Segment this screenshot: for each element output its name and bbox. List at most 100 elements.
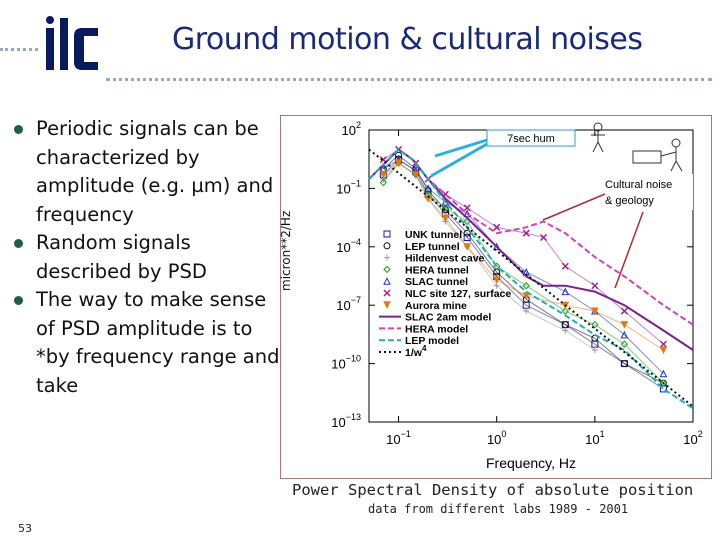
legend-label: HERA model bbox=[405, 323, 468, 335]
data-point bbox=[441, 214, 450, 223]
data-point bbox=[395, 151, 403, 159]
annotation-cultural-noise-text: Cultural noise bbox=[605, 179, 672, 191]
y-tick-label: 10−10 bbox=[331, 354, 361, 372]
worker-icon bbox=[591, 122, 605, 153]
data-point bbox=[522, 292, 531, 301]
data-point bbox=[463, 204, 471, 212]
annotation-arrow bbox=[434, 138, 488, 158]
legend-label: LEP tunnel bbox=[405, 241, 460, 253]
x-axis-label: Frequency, Hz bbox=[486, 455, 576, 471]
bullet-text: Random signals described by PSD bbox=[36, 231, 207, 283]
annotation-arrow bbox=[614, 211, 644, 289]
data-point bbox=[561, 262, 569, 270]
figure-subcaption: data from different labs 1989 - 2001 bbox=[368, 502, 629, 516]
data-point bbox=[492, 276, 501, 284]
data-point bbox=[659, 340, 667, 348]
series-9 bbox=[368, 148, 694, 410]
data-point bbox=[591, 346, 598, 353]
data-point bbox=[591, 320, 599, 329]
legend-label: NLC site 127, surface bbox=[405, 288, 511, 300]
bullet-item: The way to make sense of PSD amplitude i… bbox=[12, 286, 282, 400]
data-point bbox=[379, 171, 388, 179]
series-line bbox=[383, 159, 664, 375]
data-point bbox=[383, 230, 391, 238]
bullet-text: Periodic signals can be characterized by… bbox=[36, 117, 274, 226]
series-10 bbox=[368, 148, 694, 408]
data-point bbox=[522, 282, 530, 290]
x-tick-label: 100 bbox=[487, 429, 506, 447]
annotation-arrow bbox=[430, 142, 488, 178]
legend-label: HERA tunnel bbox=[405, 264, 469, 276]
data-point bbox=[620, 340, 629, 348]
psd-plot: micron**2/Hz 10−1 100 101 102 102 10−1 10−4 10−… bbox=[279, 115, 712, 479]
data-point bbox=[383, 277, 391, 285]
data-point bbox=[384, 254, 390, 261]
data-point bbox=[659, 369, 668, 378]
series-line bbox=[382, 154, 664, 384]
data-point bbox=[379, 178, 388, 187]
y-tick-label: 10−7 bbox=[336, 295, 361, 313]
bullet-dot-icon bbox=[14, 296, 23, 305]
annotation-cultural-noise-text: & geology bbox=[605, 195, 654, 207]
data-point bbox=[424, 184, 432, 192]
bullet-list: Periodic signals can be characterized by… bbox=[12, 115, 282, 400]
y-axis-label: micron**2/Hz bbox=[279, 210, 293, 291]
annotation-cultural-noise: Cultural noise & geology bbox=[542, 174, 693, 289]
data-point bbox=[383, 289, 391, 297]
data-point bbox=[620, 321, 629, 329]
data-point bbox=[591, 282, 599, 290]
data-point bbox=[591, 307, 599, 316]
y-tick-label: 10−13 bbox=[331, 412, 361, 430]
legend-label: 1/w4 bbox=[405, 344, 427, 359]
data-point bbox=[522, 229, 530, 237]
data-point bbox=[620, 307, 628, 315]
data-point bbox=[620, 360, 628, 368]
data-point bbox=[539, 233, 548, 242]
bullet-dot-icon bbox=[14, 239, 23, 248]
page-number: 53 bbox=[18, 522, 32, 535]
data-point bbox=[561, 307, 570, 315]
data-point bbox=[441, 197, 450, 206]
data-point bbox=[383, 242, 391, 250]
data-point bbox=[412, 171, 420, 179]
legend-label: Hildenvest cave bbox=[405, 253, 485, 265]
ilc-logo bbox=[38, 14, 106, 76]
bullet-dot-icon bbox=[14, 125, 23, 134]
header-dotted-line-left bbox=[0, 48, 38, 51]
data-point bbox=[561, 287, 570, 296]
legend-label: SLAC tunnel bbox=[405, 276, 468, 288]
legend-label: SLAC 2am model bbox=[405, 312, 491, 324]
x-tick-label: 102 bbox=[683, 429, 702, 447]
y-tick-label: 102 bbox=[342, 120, 361, 138]
data-point bbox=[383, 301, 391, 309]
y-tick-label: 10−4 bbox=[336, 237, 361, 255]
legend-label: UNK tunnel bbox=[405, 229, 462, 241]
data-point bbox=[523, 308, 530, 315]
series-6 bbox=[379, 159, 668, 355]
header-dotted-line-right bbox=[106, 78, 712, 81]
data-point bbox=[463, 229, 471, 237]
data-point bbox=[659, 346, 668, 355]
data-point bbox=[441, 204, 450, 212]
data-point bbox=[424, 195, 432, 203]
data-point bbox=[562, 327, 569, 334]
annotation-arrow bbox=[542, 193, 606, 221]
figure-caption: Power Spectral Density of absolute posit… bbox=[292, 481, 694, 499]
bullet-text: The way to make sense of PSD amplitude i… bbox=[36, 288, 280, 397]
slide-title: Ground motion & cultural noises bbox=[172, 22, 643, 57]
data-point bbox=[659, 379, 668, 387]
series-line bbox=[368, 148, 694, 410]
data-point bbox=[463, 243, 471, 251]
psd-chart: 10−1 100 101 102 102 10−1 10−4 10−7 10−10 10−13 Fr… bbox=[331, 120, 702, 471]
y-tick-label: 10−1 bbox=[336, 178, 361, 196]
x-tick-label: 101 bbox=[585, 429, 604, 447]
annotation-7sec-hum-text: 7sec hum bbox=[507, 133, 555, 145]
data-point bbox=[493, 223, 501, 231]
x-tick-label: 10−1 bbox=[386, 429, 411, 447]
legend-label: LEP model bbox=[405, 335, 459, 347]
legend-label: Aurora mine bbox=[405, 300, 467, 312]
annotation-7sec-hum: 7sec hum bbox=[430, 129, 576, 178]
bullet-item: Random signals described by PSD bbox=[12, 229, 282, 286]
machine-operator-icon bbox=[632, 138, 683, 172]
data-point bbox=[620, 330, 629, 339]
